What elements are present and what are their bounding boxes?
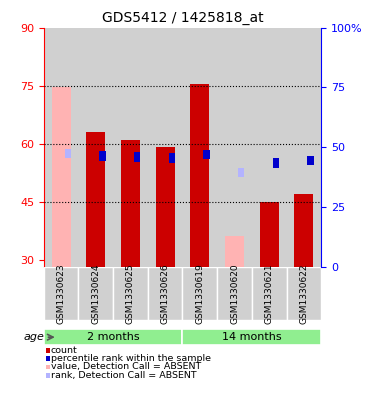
Bar — [46, 373, 50, 378]
FancyBboxPatch shape — [182, 267, 217, 320]
Bar — [169, 153, 175, 163]
Bar — [113, 28, 148, 267]
Bar — [203, 150, 210, 160]
Bar — [51, 88, 71, 267]
FancyBboxPatch shape — [217, 267, 252, 320]
FancyBboxPatch shape — [44, 267, 78, 320]
Bar — [46, 356, 50, 361]
Title: GDS5412 / 1425818_at: GDS5412 / 1425818_at — [102, 11, 263, 25]
Bar — [182, 28, 217, 267]
FancyBboxPatch shape — [287, 267, 321, 320]
Bar — [46, 348, 50, 353]
Bar — [217, 28, 252, 267]
Bar — [260, 202, 279, 267]
Text: 2 months: 2 months — [87, 332, 139, 342]
Text: GSM1330623: GSM1330623 — [57, 263, 66, 324]
Text: GSM1330621: GSM1330621 — [265, 263, 274, 324]
Bar — [252, 28, 287, 267]
Text: GSM1330625: GSM1330625 — [126, 263, 135, 324]
Text: GSM1330622: GSM1330622 — [299, 263, 308, 324]
Bar — [65, 149, 71, 158]
FancyBboxPatch shape — [148, 267, 182, 320]
Bar — [294, 194, 314, 267]
Bar — [44, 28, 78, 267]
Bar — [238, 168, 244, 178]
Bar — [273, 158, 279, 168]
FancyBboxPatch shape — [113, 267, 148, 320]
Text: percentile rank within the sample: percentile rank within the sample — [51, 354, 211, 363]
Text: rank, Detection Call = ABSENT: rank, Detection Call = ABSENT — [51, 371, 196, 380]
Text: count: count — [51, 346, 77, 355]
Bar — [225, 237, 244, 267]
Bar — [190, 84, 210, 267]
Bar — [78, 28, 113, 267]
Text: GSM1330624: GSM1330624 — [91, 263, 100, 324]
Text: GSM1330619: GSM1330619 — [195, 263, 204, 324]
Bar — [86, 132, 105, 267]
Bar — [307, 156, 314, 165]
Bar — [46, 365, 50, 369]
Bar — [121, 140, 140, 267]
Text: age: age — [24, 332, 45, 342]
Text: value, Detection Call = ABSENT: value, Detection Call = ABSENT — [51, 362, 201, 371]
Bar — [287, 28, 321, 267]
Text: 14 months: 14 months — [222, 332, 282, 342]
FancyBboxPatch shape — [44, 329, 182, 345]
Bar — [155, 147, 175, 267]
Text: GSM1330626: GSM1330626 — [161, 263, 170, 324]
Text: GSM1330620: GSM1330620 — [230, 263, 239, 324]
FancyBboxPatch shape — [252, 267, 287, 320]
FancyBboxPatch shape — [182, 329, 321, 345]
Bar — [134, 152, 140, 162]
Bar — [99, 151, 105, 161]
Bar — [148, 28, 182, 267]
FancyBboxPatch shape — [78, 267, 113, 320]
